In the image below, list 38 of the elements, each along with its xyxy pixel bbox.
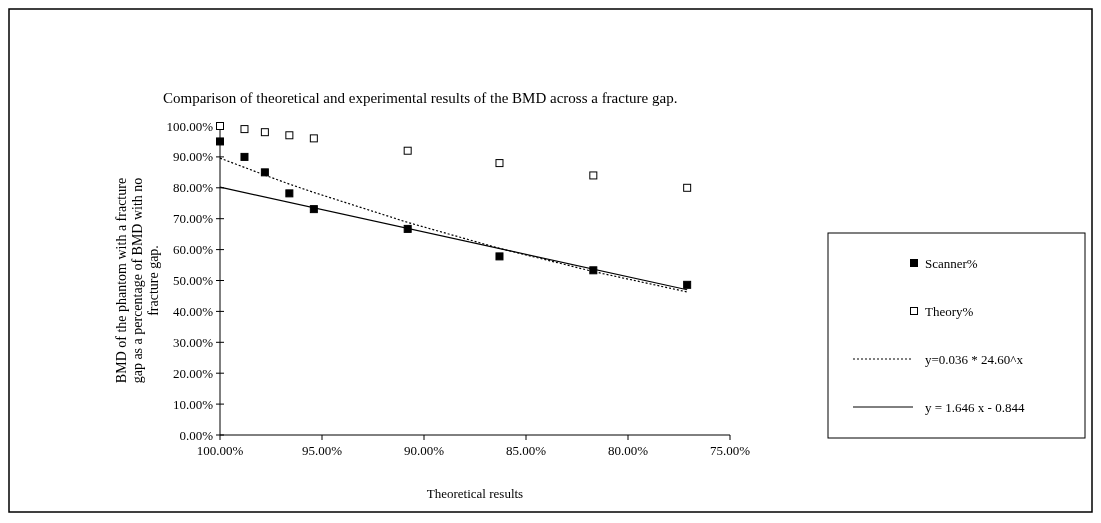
y-tick-label: 20.00%	[172, 365, 214, 381]
y-tick-label: 30.00%	[172, 334, 214, 350]
y-tick-label: 80.00%	[172, 180, 214, 196]
y-tick-label: 100.00%	[166, 118, 214, 134]
y-tick-label: 40.00%	[172, 303, 214, 319]
chart-title: Comparison of theoretical and experimental results of the BMD across a fracture gap.	[163, 90, 678, 106]
x-tick-label: 95.00%	[301, 443, 343, 458]
y-tick-label: 70.00%	[172, 211, 214, 227]
y-tick-label: 60.00%	[172, 242, 214, 258]
point	[589, 171, 598, 180]
y-tick-label: 10.00%	[172, 396, 214, 412]
legend-label: y = 1.646 x - 0.844	[925, 399, 1025, 415]
point	[285, 131, 294, 140]
legend-label: y=0.036 * 24.60^x	[925, 351, 1024, 367]
point	[240, 152, 249, 161]
y-axis-title: BMD of the phantom with a fracture gap as a percentage of BMD with no fracture gap.	[114, 177, 161, 384]
x-tick-label: 75.00%	[709, 443, 751, 458]
point	[260, 128, 269, 137]
x-tick-label: 90.00%	[403, 443, 445, 458]
y-tick-label: 50.00%	[172, 273, 214, 289]
point	[309, 134, 318, 143]
point	[285, 189, 294, 198]
point	[683, 280, 692, 289]
legend-label: Scanner%	[925, 255, 978, 271]
x-tick-label: 85.00%	[505, 443, 547, 458]
point	[260, 168, 269, 177]
legend-label: Theory%	[925, 303, 974, 319]
point	[495, 252, 504, 261]
x-axis-title: Theoretical results	[426, 486, 524, 501]
point	[403, 146, 412, 155]
point	[495, 159, 504, 168]
point	[240, 125, 249, 134]
x-tick-label: 100.00%	[196, 443, 244, 458]
point	[216, 137, 224, 146]
point	[683, 183, 692, 192]
y-tick-label: 90.00%	[172, 149, 214, 165]
x-tick-label: 80.00%	[607, 443, 649, 458]
y-tick-label: 0.00%	[179, 427, 214, 443]
